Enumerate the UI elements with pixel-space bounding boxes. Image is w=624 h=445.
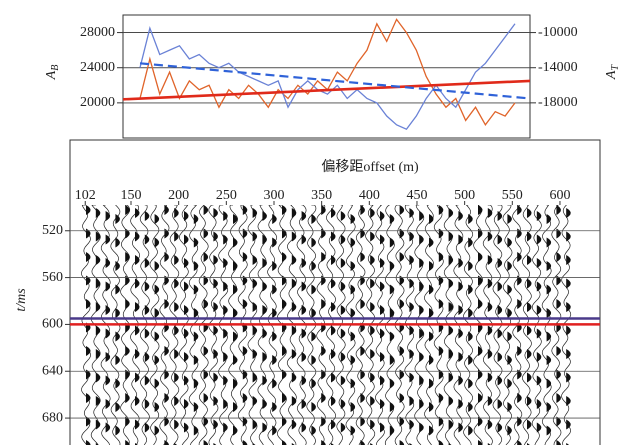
x-tick-label: 450 [406, 188, 427, 203]
x-tick-label: 300 [263, 188, 284, 203]
y2-tick-label: -10000 [538, 25, 578, 40]
figure: 20000 24000 28000 -18000 -14000 -10000 AB AT 偏移距… [0, 0, 624, 445]
y-axis-label: t/ms [14, 288, 29, 312]
x-tick-label: 102 [75, 188, 96, 203]
y-tick-label: 20000 [80, 95, 115, 110]
y-tick-label: 24000 [80, 60, 115, 75]
y-tick-label: 560 [42, 270, 63, 285]
x-tick-label: 500 [454, 188, 475, 203]
x-tick-label: 150 [121, 188, 142, 203]
x-tick-label: 600 [549, 188, 570, 203]
axis-label-sub: B [50, 65, 61, 71]
x-tick-label: 250 [216, 188, 237, 203]
axis-label: AT [604, 64, 621, 81]
y2-tick-label: -14000 [538, 60, 578, 75]
y-tick-label: 680 [42, 410, 63, 425]
y-tick-label: 520 [42, 223, 63, 238]
top-frame [123, 15, 530, 138]
axis-label-sub: T [610, 64, 621, 71]
y-tick-label: 28000 [80, 25, 115, 40]
x-tick-label: 200 [168, 188, 189, 203]
x-tick-label: 400 [359, 188, 380, 203]
y-tick-label: 600 [42, 317, 63, 332]
x-tick-label: 550 [502, 188, 523, 203]
axis-label: AB [44, 65, 61, 81]
y2-tick-label: -18000 [538, 95, 578, 110]
y-tick-label: 640 [42, 363, 63, 378]
x-axis-label: 偏移距offset (m) [321, 159, 419, 175]
x-tick-label: 350 [311, 188, 332, 203]
